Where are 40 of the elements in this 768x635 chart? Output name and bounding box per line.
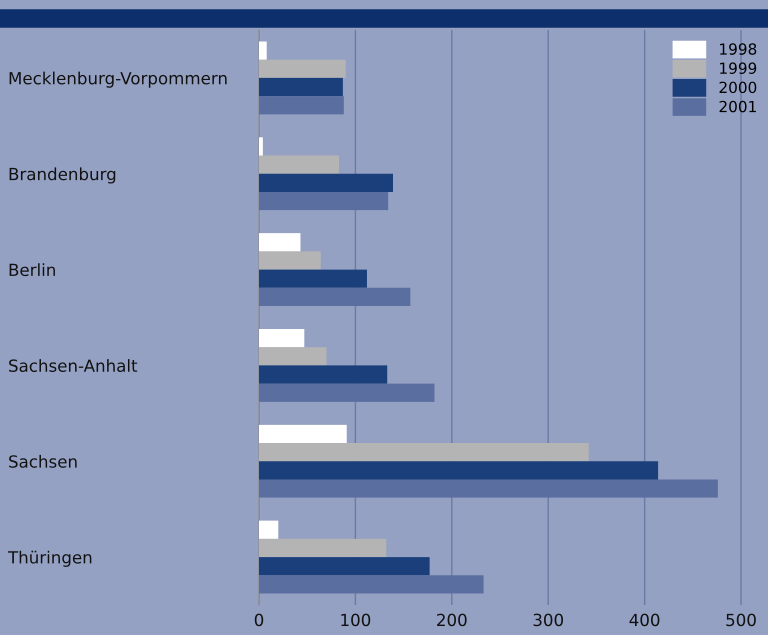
bar [259,365,388,384]
bar [259,270,367,288]
bar [259,347,326,366]
bar [259,479,718,498]
x-tick-label: 200 [437,614,467,626]
bar [259,192,388,210]
bar [259,137,263,156]
x-tick-label: 500 [726,614,756,626]
y-tick-label: Sachsen-Anhalt [9,359,138,372]
bar [259,60,346,78]
y-tick-label: Thüringen [8,550,92,567]
bar [259,96,344,114]
bar [259,461,658,480]
bar [259,78,343,96]
y-tick-label: Mecklenburg-Vorpommern [10,72,227,88]
bar [259,384,434,402]
y-tick-label: Berlin [10,263,55,276]
legend-label: 1999 [720,62,756,74]
legend-label: 1998 [720,43,756,55]
y-tick-label: Sachsen [9,454,77,468]
bar [259,233,300,252]
bar [259,156,340,174]
bar [259,251,321,270]
bar [259,288,410,306]
x-tick-label: 300 [534,614,564,626]
x-tick-label: 400 [630,614,660,626]
bar [259,329,304,348]
bar [259,557,430,576]
bar [259,443,589,462]
bar [259,520,278,539]
x-tick-label: 0 [254,614,264,626]
x-tick-label: 100 [341,614,370,626]
bar [259,42,267,60]
legend-label: 2001 [720,100,756,112]
y-tick-label: Brandenburg [10,167,116,184]
bar [259,538,386,558]
bar [259,424,347,444]
bar [259,174,393,192]
bar [259,575,484,594]
legend-label: 2000 [720,82,756,94]
